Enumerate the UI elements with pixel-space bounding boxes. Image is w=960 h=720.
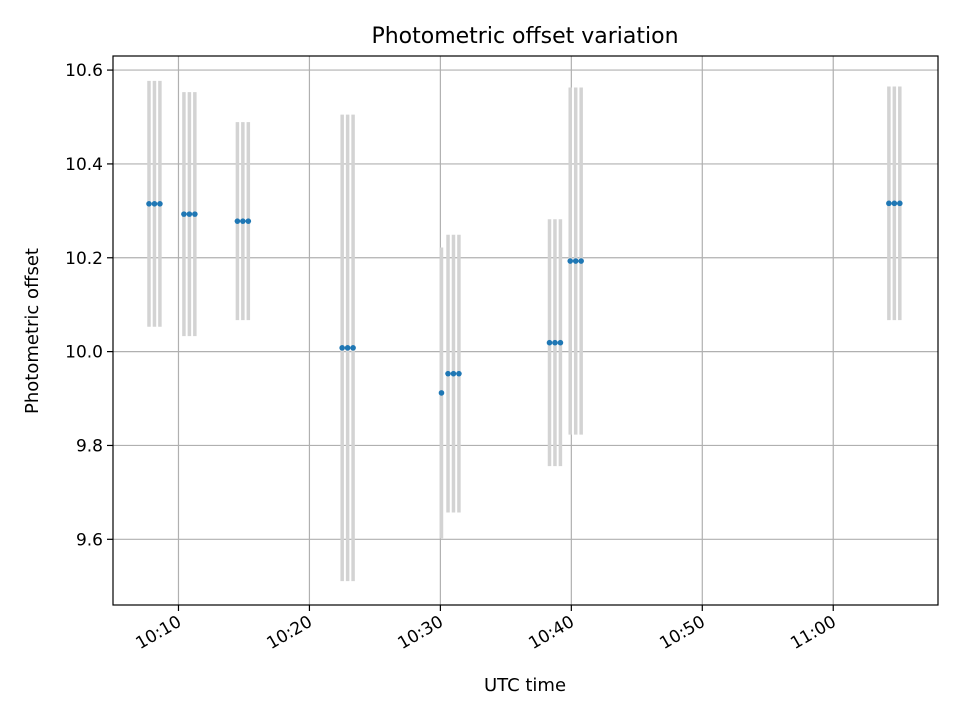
data-point [146,201,152,207]
data-point [567,258,574,264]
y-tick-label: 10.6 [65,61,103,81]
x-tick-label: 10:50 [656,612,708,654]
x-tick-label: 11:00 [787,612,839,654]
y-tick-label: 9.6 [76,530,103,550]
x-tick-label: 10:10 [133,612,185,654]
y-axis-label: Photometric offset [22,248,43,414]
x-axis-ticks: 10:10 10:20 10:30 10:40 10:50 11:00 [133,605,840,654]
plot-frame [112,55,939,606]
data-point [192,211,198,217]
data-point [552,339,558,346]
x-tick-label: 10:30 [394,612,446,654]
data-points [146,200,903,396]
y-tick-label: 10.0 [65,343,103,363]
data-point [897,200,903,207]
data-point [339,345,345,351]
data-point [557,339,564,346]
data-point [186,211,193,217]
grid-lines [113,56,938,605]
x-axis-label: UTC time [484,675,566,696]
data-point [240,218,246,224]
data-point [151,201,158,207]
data-point [344,345,351,351]
error-bars [147,80,902,582]
y-tick-label: 10.4 [65,155,103,175]
data-point [456,370,462,377]
chart-title: Photometric offset variation [371,24,678,49]
data-point [445,370,451,377]
data-point [438,390,445,396]
y-tick-label: 9.8 [76,436,103,456]
data-point [886,200,892,207]
y-tick-label: 10.2 [65,249,103,269]
data-point [157,201,163,207]
data-point [891,200,898,207]
data-point [450,370,457,377]
data-point [546,339,553,346]
data-point [181,211,187,217]
x-tick-label: 10:40 [525,612,577,654]
data-point [234,218,241,224]
data-point [350,345,356,351]
y-axis-ticks: 9.6 9.8 10.0 10.2 10.4 10.6 [65,61,113,550]
data-point [578,258,584,264]
x-tick-label: 10:20 [263,612,315,654]
data-point [245,218,252,224]
data-point [572,258,579,264]
